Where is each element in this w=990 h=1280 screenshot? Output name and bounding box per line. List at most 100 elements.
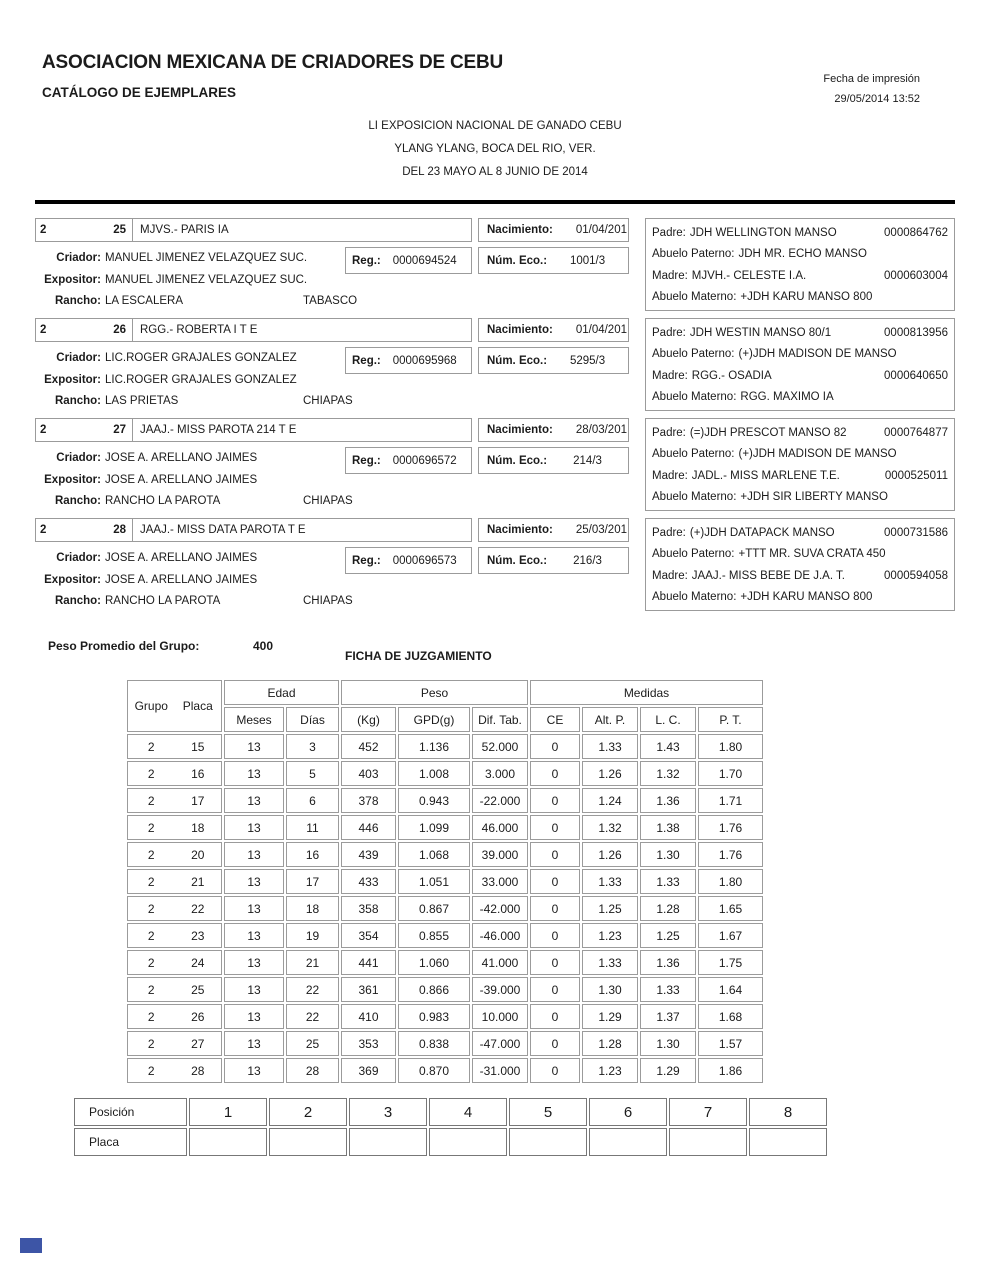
nacimiento-label: Nacimiento: (487, 524, 553, 536)
cell-ce: 0 (530, 761, 580, 786)
abuelo-materno-label: Abuelo Materno: (652, 391, 737, 404)
peso-group-header: Peso (341, 680, 528, 705)
cell-dif-tab: 41.000 (472, 950, 528, 975)
cell-dif-tab: -22.000 (472, 788, 528, 813)
cell-p-t: 1.71 (698, 788, 763, 813)
cell-gpd: 1.136 (398, 734, 470, 759)
cell-alt-p: 1.33 (582, 869, 638, 894)
cell-alt-p: 1.26 (582, 842, 638, 867)
page-title: ASOCIACION MEXICANA DE CRIADORES DE CEBU (42, 52, 504, 73)
pedigree-box: Padre: JDH WELLINGTON MANSO 0000864762 A… (645, 218, 955, 311)
abuelo-paterno-name: (+)JDH MADISON DE MANSO (738, 348, 897, 361)
grupo-placa-cell: 2 28 (127, 1058, 222, 1083)
cell-meses: 13 (224, 734, 284, 759)
nacimiento-value: 28/03/201 (575, 424, 627, 436)
cell-l-c: 1.36 (640, 950, 696, 975)
col-dias: Días (286, 707, 339, 732)
event-location: YLANG YLANG, BOCA DEL RIO, VER. (394, 143, 596, 155)
judging-row: 2 15 13 3 452 1.136 52.000 0 1.33 1.43 1… (127, 734, 763, 759)
placa-empty-cell (669, 1128, 747, 1156)
cell-meses: 13 (224, 761, 284, 786)
cell-grupo: 2 (147, 739, 155, 754)
posicion-label: Posición (74, 1098, 187, 1126)
abuelo-materno-line: Abuelo Materno: +JDH SIR LIBERTY MANSO (652, 487, 948, 509)
grupo-placa-cell: 2 24 (127, 950, 222, 975)
num-eco-label: Núm. Eco.: (487, 354, 548, 367)
cell-dif-tab: 3.000 (472, 761, 528, 786)
cell-p-t: 1.80 (698, 869, 763, 894)
cell-meses: 13 (224, 788, 284, 813)
cell-grupo: 2 (147, 1036, 155, 1051)
page-subtitle: CATÁLOGO DE EJEMPLARES (42, 85, 237, 100)
cell-ce: 0 (530, 869, 580, 894)
rancho-label: Rancho: (55, 295, 101, 307)
cell-gpd: 1.051 (398, 869, 470, 894)
judging-row: 2 23 13 19 354 0.855 -46.000 0 1.23 1.25… (127, 923, 763, 948)
cell-grupo: 2 (147, 901, 155, 916)
cell-placa: 27 (191, 1036, 205, 1051)
cell-p-t: 1.68 (698, 1004, 763, 1029)
cell-ce: 0 (530, 977, 580, 1002)
num-eco-label: Núm. Eco.: (487, 454, 548, 467)
cell-placa: 16 (191, 766, 205, 781)
cell-gpd: 0.867 (398, 896, 470, 921)
estado-value: CHIAPAS (303, 395, 353, 407)
judging-row: 2 22 13 18 358 0.867 -42.000 0 1.25 1.28… (127, 896, 763, 921)
print-info: Fecha de impresión 29/05/2014 13:52 (700, 69, 920, 109)
rancho-label: Rancho: (55, 595, 101, 607)
cell-ce: 0 (530, 923, 580, 948)
abuelo-materno-name: +JDH SIR LIBERTY MANSO (740, 491, 888, 504)
cell-dias: 28 (286, 1058, 339, 1083)
abuelo-paterno-label: Abuelo Paterno: (652, 448, 735, 461)
padre-line: Padre: JDH WELLINGTON MANSO 0000864762 (652, 222, 948, 244)
abuelo-paterno-name: (+)JDH MADISON DE MANSO (738, 448, 897, 461)
cell-l-c: 1.28 (640, 896, 696, 921)
cell-p-t: 1.80 (698, 734, 763, 759)
animal-record: 2 28 JAAJ.- MISS DATA PAROTA T E Nacimie… (35, 518, 955, 611)
placa-empty-cell (349, 1128, 427, 1156)
print-date-value: 29/05/2014 13:52 (834, 93, 920, 105)
cell-alt-p: 1.33 (582, 734, 638, 759)
abuelo-paterno-line: Abuelo Paterno: (+)JDH MADISON DE MANSO (652, 344, 948, 366)
criador-value: JOSE A. ARELLANO JAIMES (105, 552, 258, 564)
reg-box: Reg.: 0000696573 (345, 547, 472, 574)
record-list: 2 25 MJVS.- PARIS IA Nacimiento: 01/04/2… (35, 218, 955, 618)
madre-label: Madre: (652, 569, 688, 582)
cell-kg: 433 (341, 869, 396, 894)
padre-reg: 0000764877 (884, 426, 948, 439)
abuelo-paterno-line: Abuelo Paterno: JDH MR. ECHO MANSO (652, 244, 948, 266)
judging-row: 2 16 13 5 403 1.008 3.000 0 1.26 1.32 1.… (127, 761, 763, 786)
header-divider (35, 200, 955, 204)
reg-label: Reg.: (352, 354, 381, 367)
judging-row: 2 20 13 16 439 1.068 39.000 0 1.26 1.30 … (127, 842, 763, 867)
num-eco-box: Núm. Eco.: 216/3 (478, 547, 629, 574)
position-table: Posición 1 2 3 4 5 6 7 8 (72, 1096, 829, 1158)
record-header-strip: 2 27 JAAJ.- MISS PAROTA 214 T E (35, 418, 472, 442)
cell-kg: 403 (341, 761, 396, 786)
position-number-cell: 4 (429, 1098, 507, 1126)
cell-alt-p: 1.26 (582, 761, 638, 786)
madre-label: Madre: (652, 369, 688, 382)
cell-placa: 24 (191, 955, 205, 970)
cell-dias: 21 (286, 950, 339, 975)
placa-empty-cell (269, 1128, 347, 1156)
cell-gpd: 0.870 (398, 1058, 470, 1083)
event-name: LI EXPOSICION NACIONAL DE GANADO CEBU (368, 120, 622, 132)
cell-gpd: 1.008 (398, 761, 470, 786)
cell-alt-p: 1.25 (582, 896, 638, 921)
padre-reg: 0000864762 (884, 226, 948, 239)
madre-name: JAAJ.- MISS BEBE DE J.A. T. (691, 569, 845, 582)
reg-box: Reg.: 0000696572 (345, 447, 472, 474)
position-number-cell: 5 (509, 1098, 587, 1126)
estado-value: TABASCO (303, 295, 358, 307)
record-placa: 28 (113, 524, 126, 536)
grupo-placa-cell: 2 25 (127, 977, 222, 1002)
animal-record: 2 26 RGG.- ROBERTA I T E Nacimiento: 01/… (35, 318, 955, 411)
grupo-placa-cell: 2 16 (127, 761, 222, 786)
record-grupo: 2 (40, 524, 47, 536)
num-eco-box: Núm. Eco.: 214/3 (478, 447, 629, 474)
cell-dias: 6 (286, 788, 339, 813)
cell-placa: 28 (191, 1063, 205, 1078)
cell-ce: 0 (530, 1004, 580, 1029)
cell-p-t: 1.67 (698, 923, 763, 948)
